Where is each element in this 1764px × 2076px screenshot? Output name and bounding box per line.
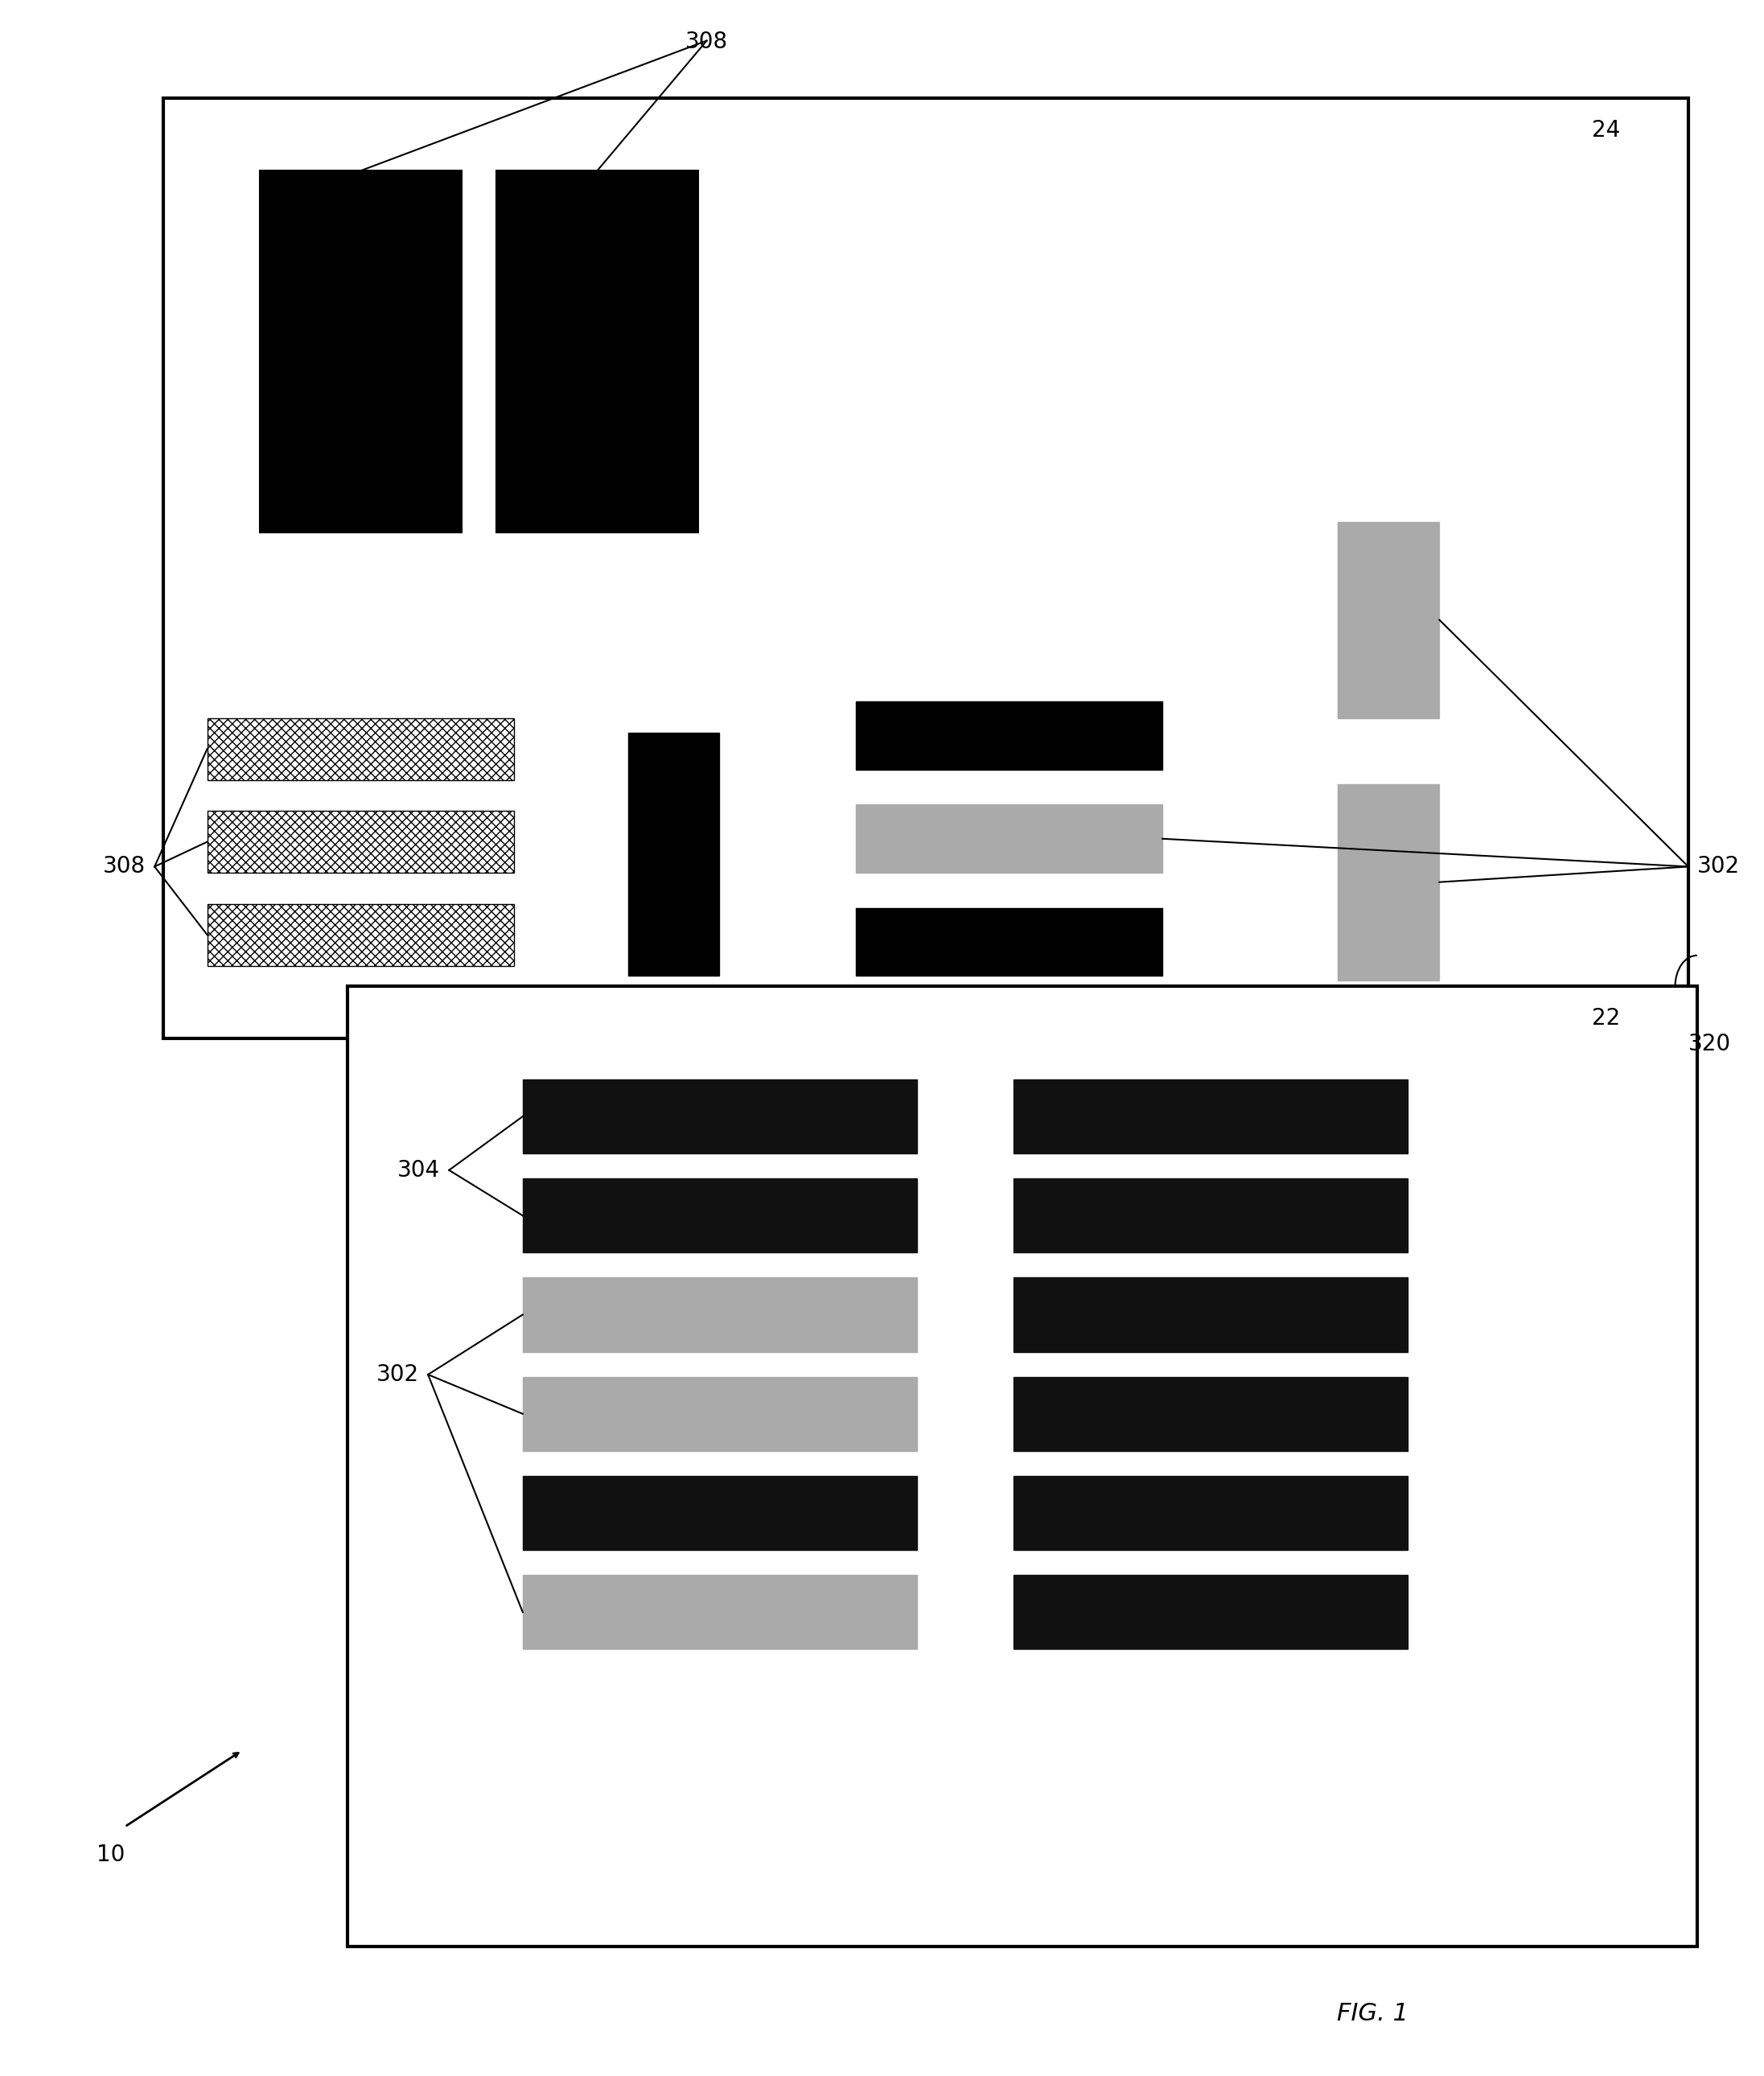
- Text: 10: 10: [97, 1843, 125, 1866]
- Bar: [348, 986, 1697, 1947]
- Text: 308: 308: [686, 31, 729, 52]
- Bar: [522, 1277, 917, 1351]
- Bar: [259, 170, 462, 531]
- Bar: [522, 1476, 917, 1551]
- Bar: [1014, 1576, 1408, 1648]
- Bar: [206, 718, 513, 781]
- Text: 302: 302: [376, 1364, 420, 1387]
- Bar: [1014, 1376, 1408, 1451]
- Bar: [164, 98, 1688, 1038]
- Text: 302: 302: [1697, 855, 1739, 878]
- Text: 22: 22: [1591, 1007, 1621, 1030]
- Bar: [522, 1179, 917, 1252]
- Bar: [1014, 1277, 1408, 1351]
- Text: FIG. 1: FIG. 1: [1337, 2001, 1409, 2024]
- Bar: [1014, 1080, 1408, 1154]
- Bar: [522, 1376, 917, 1451]
- Bar: [856, 907, 1162, 976]
- Bar: [856, 702, 1162, 770]
- Bar: [1014, 1476, 1408, 1551]
- Text: 320: 320: [1688, 1034, 1730, 1055]
- Bar: [206, 812, 513, 872]
- Bar: [522, 1080, 917, 1154]
- Text: 24: 24: [1591, 118, 1621, 141]
- Text: 304: 304: [397, 1158, 441, 1181]
- Bar: [1337, 521, 1439, 718]
- Text: 308: 308: [102, 855, 146, 878]
- Bar: [1337, 785, 1439, 980]
- Bar: [206, 903, 513, 965]
- Bar: [628, 733, 720, 976]
- Bar: [496, 170, 699, 531]
- Bar: [522, 1576, 917, 1648]
- Bar: [856, 805, 1162, 872]
- Bar: [1014, 1179, 1408, 1252]
